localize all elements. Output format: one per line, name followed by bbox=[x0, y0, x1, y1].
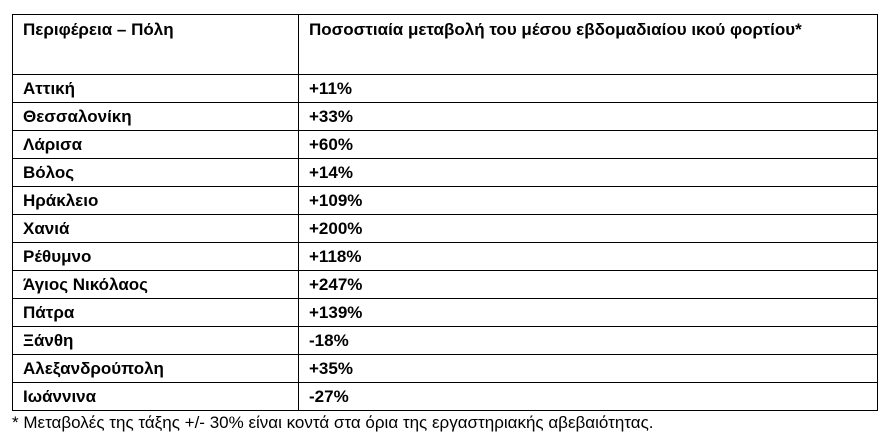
change-cell: +11% bbox=[298, 74, 878, 103]
table-row: Αττική +11% bbox=[12, 74, 878, 103]
change-cell: +35% bbox=[298, 354, 878, 383]
region-cell: Ηράκλειο bbox=[12, 186, 299, 215]
data-table: Περιφέρεια – Πόλη Ποσοστιαία μεταβολή το… bbox=[12, 14, 878, 411]
change-cell: -27% bbox=[298, 382, 878, 411]
table-row: Άγιος Νικόλαος +247% bbox=[12, 270, 878, 299]
region-cell: Άγιος Νικόλαος bbox=[12, 270, 299, 299]
table-row: Λάρισα +60% bbox=[12, 130, 878, 159]
region-cell: Πάτρα bbox=[12, 298, 299, 327]
change-cell: +247% bbox=[298, 270, 878, 299]
footnote: * Μεταβολές της τάξης +/- 30% είναι κοντ… bbox=[12, 413, 654, 432]
table-row: Βόλος +14% bbox=[12, 158, 878, 187]
region-cell: Ρέθυμνο bbox=[12, 242, 299, 271]
region-cell: Βόλος bbox=[12, 158, 299, 187]
table-row: Αλεξανδρούπολη +35% bbox=[12, 354, 878, 383]
table-row: Ηράκλειο +109% bbox=[12, 186, 878, 215]
change-cell: -18% bbox=[298, 326, 878, 355]
header-row: Περιφέρεια – Πόλη Ποσοστιαία μεταβολή το… bbox=[12, 14, 878, 75]
table-row: Ρέθυμνο +118% bbox=[12, 242, 878, 271]
region-cell: Χανιά bbox=[12, 214, 299, 243]
document: Περιφέρεια – Πόλη Ποσοστιαία μεταβολή το… bbox=[12, 14, 878, 433]
region-cell: Αττική bbox=[12, 74, 299, 103]
change-cell: +109% bbox=[298, 186, 878, 215]
region-cell: Ξάνθη bbox=[12, 326, 299, 355]
header-cell: Περιφέρεια – Πόλη bbox=[12, 14, 299, 75]
region-cell: Θεσσαλονίκη bbox=[12, 102, 299, 131]
change-cell: +14% bbox=[298, 158, 878, 187]
region-cell: Αλεξανδρούπολη bbox=[12, 354, 299, 383]
change-cell: +60% bbox=[298, 130, 878, 159]
region-cell: Λάρισα bbox=[12, 130, 299, 159]
change-cell: +118% bbox=[298, 242, 878, 271]
table-row: Ιωάννινα -27% bbox=[12, 382, 878, 411]
change-cell: +139% bbox=[298, 298, 878, 327]
header-cell: Ποσοστιαία μεταβολή του μέσου εβδομαδιαί… bbox=[298, 14, 878, 75]
region-cell: Ιωάννινα bbox=[12, 382, 299, 411]
table-row: Πάτρα +139% bbox=[12, 298, 878, 327]
change-cell: +200% bbox=[298, 214, 878, 243]
change-cell: +33% bbox=[298, 102, 878, 131]
table-body: Αττική +11% Θεσσαλονίκη +33% Λάρισα +60% Βόλος… bbox=[12, 74, 878, 411]
table-row: Θεσσαλονίκη +33% bbox=[12, 102, 878, 131]
table-row: Ξάνθη -18% bbox=[12, 326, 878, 355]
table-row: Χανιά +200% bbox=[12, 214, 878, 243]
